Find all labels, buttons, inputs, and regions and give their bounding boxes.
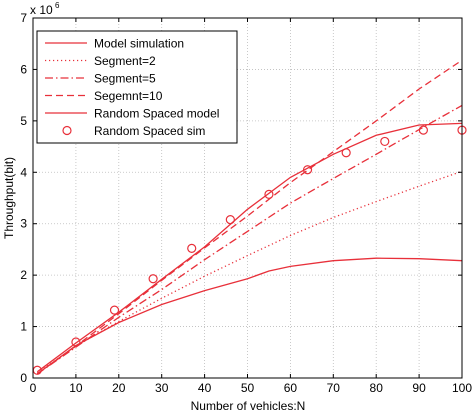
legend-label-segment-5: Segment=5: [94, 72, 156, 86]
data-point-random-spaced-sim: [341, 148, 351, 158]
y-tick-label: 0: [20, 371, 27, 385]
data-point-random-spaced-sim: [225, 215, 235, 225]
series-layer: [32, 59, 467, 375]
x-tick-label: 70: [327, 381, 341, 395]
x-tick-label: 50: [241, 381, 255, 395]
y-tick-label: 3: [20, 217, 27, 231]
legend-box: [36, 30, 238, 144]
data-point-random-spaced-sim: [148, 274, 158, 284]
legend-marker-random-spaced-sim: [62, 125, 72, 136]
y-tick-label: 7: [20, 11, 27, 25]
data-point-random-spaced-sim: [187, 243, 197, 253]
x-tick-label: 40: [198, 381, 212, 395]
x-tick-label: 20: [112, 381, 126, 395]
x-tick-label: 0: [30, 381, 37, 395]
x-tick-label: 100: [452, 381, 472, 395]
x-tick-label: 30: [155, 381, 169, 395]
legend-label-random-spaced-sim: Random Spaced sim: [94, 124, 205, 138]
y-multiplier-label: x 10: [30, 3, 53, 17]
legend-items: Model simulation Segment=2 Segment=5 Segemn…: [45, 37, 219, 138]
legend-label-random-spaced-model: Random Spaced model: [94, 107, 219, 121]
x-tick-label: 80: [370, 381, 384, 395]
series-random-spaced-sim: [32, 125, 467, 375]
series-line-random-spaced-model: [36, 122, 463, 373]
y-tick-label: 1: [20, 320, 27, 334]
series-line-segment-5: [36, 104, 463, 375]
series-line-model-simulation: [36, 257, 463, 375]
legend-label-segment-2: Segment=2: [94, 54, 156, 68]
y-tick-label: 2: [20, 268, 27, 282]
series-line-segment-2: [36, 170, 463, 374]
data-point-random-spaced-sim: [71, 337, 81, 347]
data-point-random-spaced-sim: [109, 305, 120, 315]
x-tick-label: 10: [69, 381, 83, 395]
series-line-segemnt-10: [36, 59, 463, 375]
data-point-random-spaced-sim: [302, 165, 313, 175]
axis-ticks: 0 10 20 30 40 50 60 70 80 90 100 0 1 2 3 4 5 6 7: [20, 11, 472, 395]
legend-label-segemnt-10: Segemnt=10: [94, 89, 163, 103]
data-point-random-spaced-sim: [380, 136, 390, 147]
x-tick-label: 60: [284, 381, 298, 395]
y-tick-label: 4: [20, 165, 27, 179]
x-tick-label: 90: [412, 381, 426, 395]
y-multiplier-exponent: 6: [55, 1, 60, 10]
y-axis-label: Throughput(bit): [2, 157, 16, 239]
data-point-random-spaced-sim: [418, 125, 428, 135]
y-tick-label: 6: [20, 62, 27, 76]
legend: Model simulation Segment=2 Segment=5 Segemn…: [36, 30, 238, 144]
data-point-random-spaced-sim: [264, 189, 274, 199]
y-tick-label: 5: [20, 114, 27, 128]
x-axis-label: Number of vehicles:N: [191, 399, 306, 412]
legend-label-model-simulation: Model simulation: [94, 37, 184, 51]
